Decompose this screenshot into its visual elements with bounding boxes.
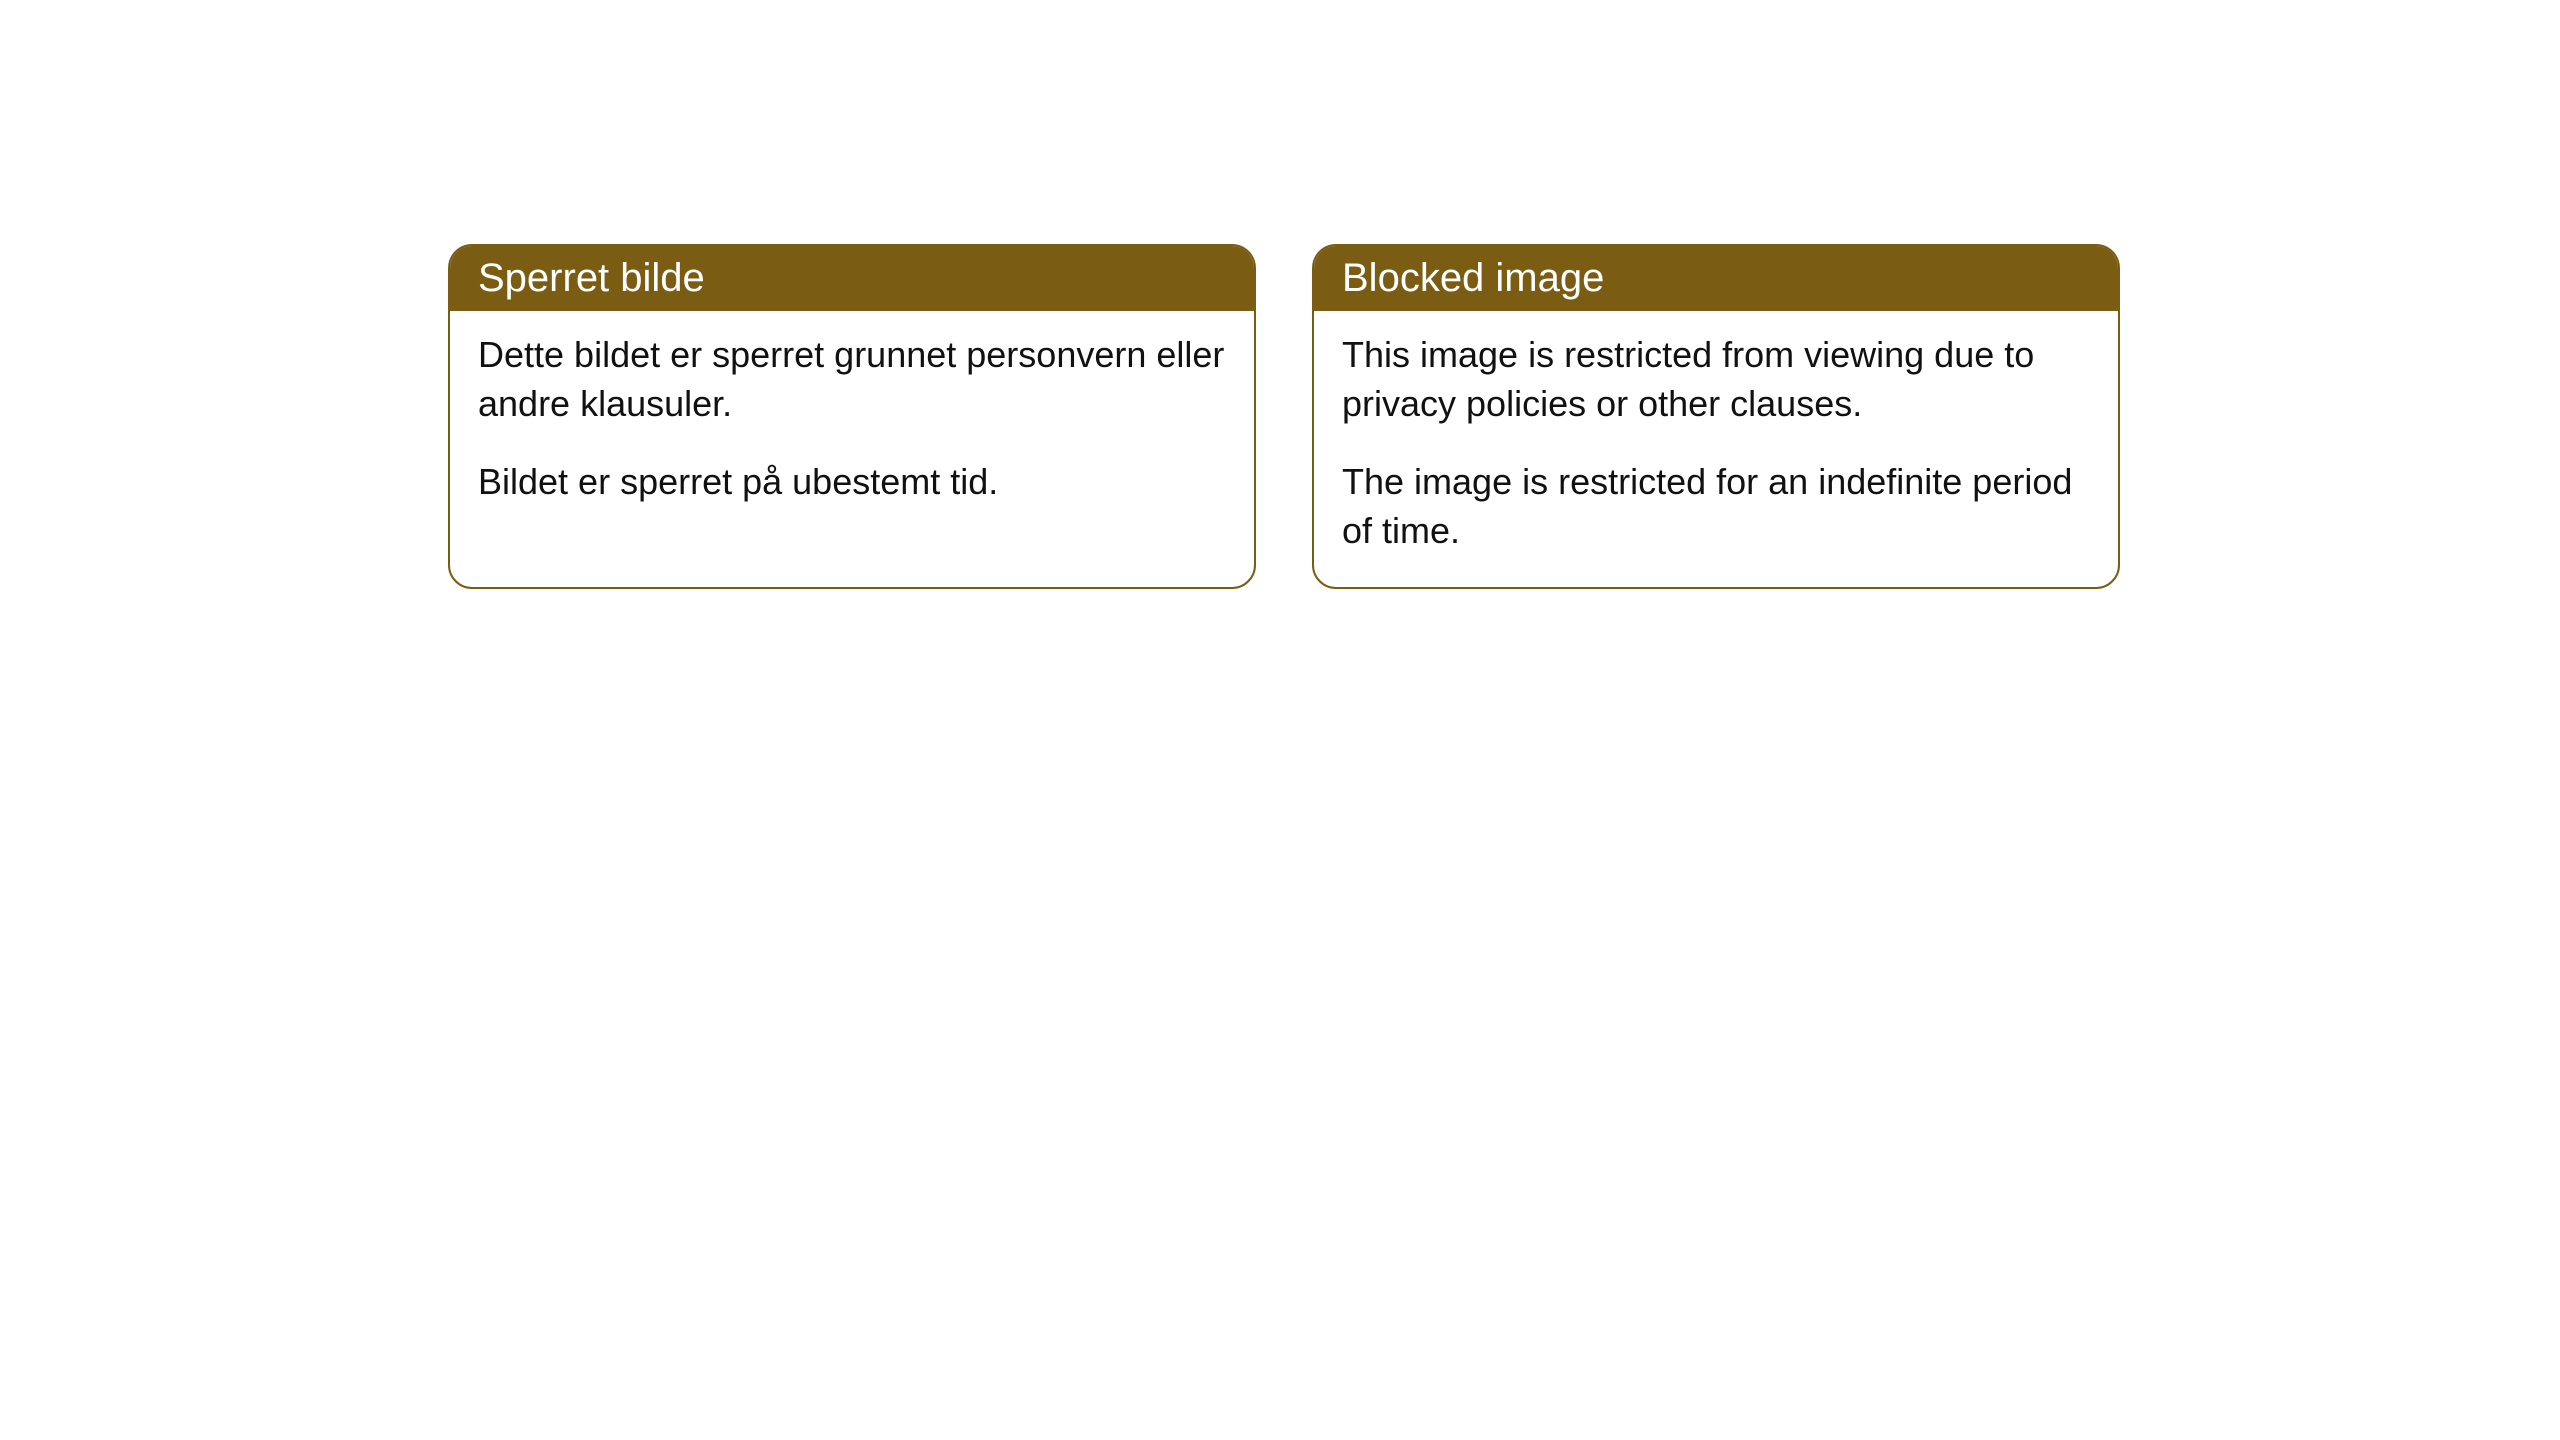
blocked-image-card-no: Sperret bilde Dette bildet er sperret gr… bbox=[448, 244, 1256, 589]
blocked-image-card-en: Blocked image This image is restricted f… bbox=[1312, 244, 2120, 589]
card-paragraph-en-2: The image is restricted for an indefinit… bbox=[1342, 458, 2090, 555]
card-title-en: Blocked image bbox=[1342, 256, 1604, 300]
card-title-no: Sperret bilde bbox=[478, 256, 705, 300]
card-header-en: Blocked image bbox=[1314, 246, 2118, 311]
card-paragraph-en-1: This image is restricted from viewing du… bbox=[1342, 331, 2090, 428]
notice-cards-container: Sperret bilde Dette bildet er sperret gr… bbox=[448, 244, 2120, 589]
card-body-no: Dette bildet er sperret grunnet personve… bbox=[450, 311, 1254, 539]
card-paragraph-no-2: Bildet er sperret på ubestemt tid. bbox=[478, 458, 1226, 507]
card-header-no: Sperret bilde bbox=[450, 246, 1254, 311]
card-body-en: This image is restricted from viewing du… bbox=[1314, 311, 2118, 587]
card-paragraph-no-1: Dette bildet er sperret grunnet personve… bbox=[478, 331, 1226, 428]
